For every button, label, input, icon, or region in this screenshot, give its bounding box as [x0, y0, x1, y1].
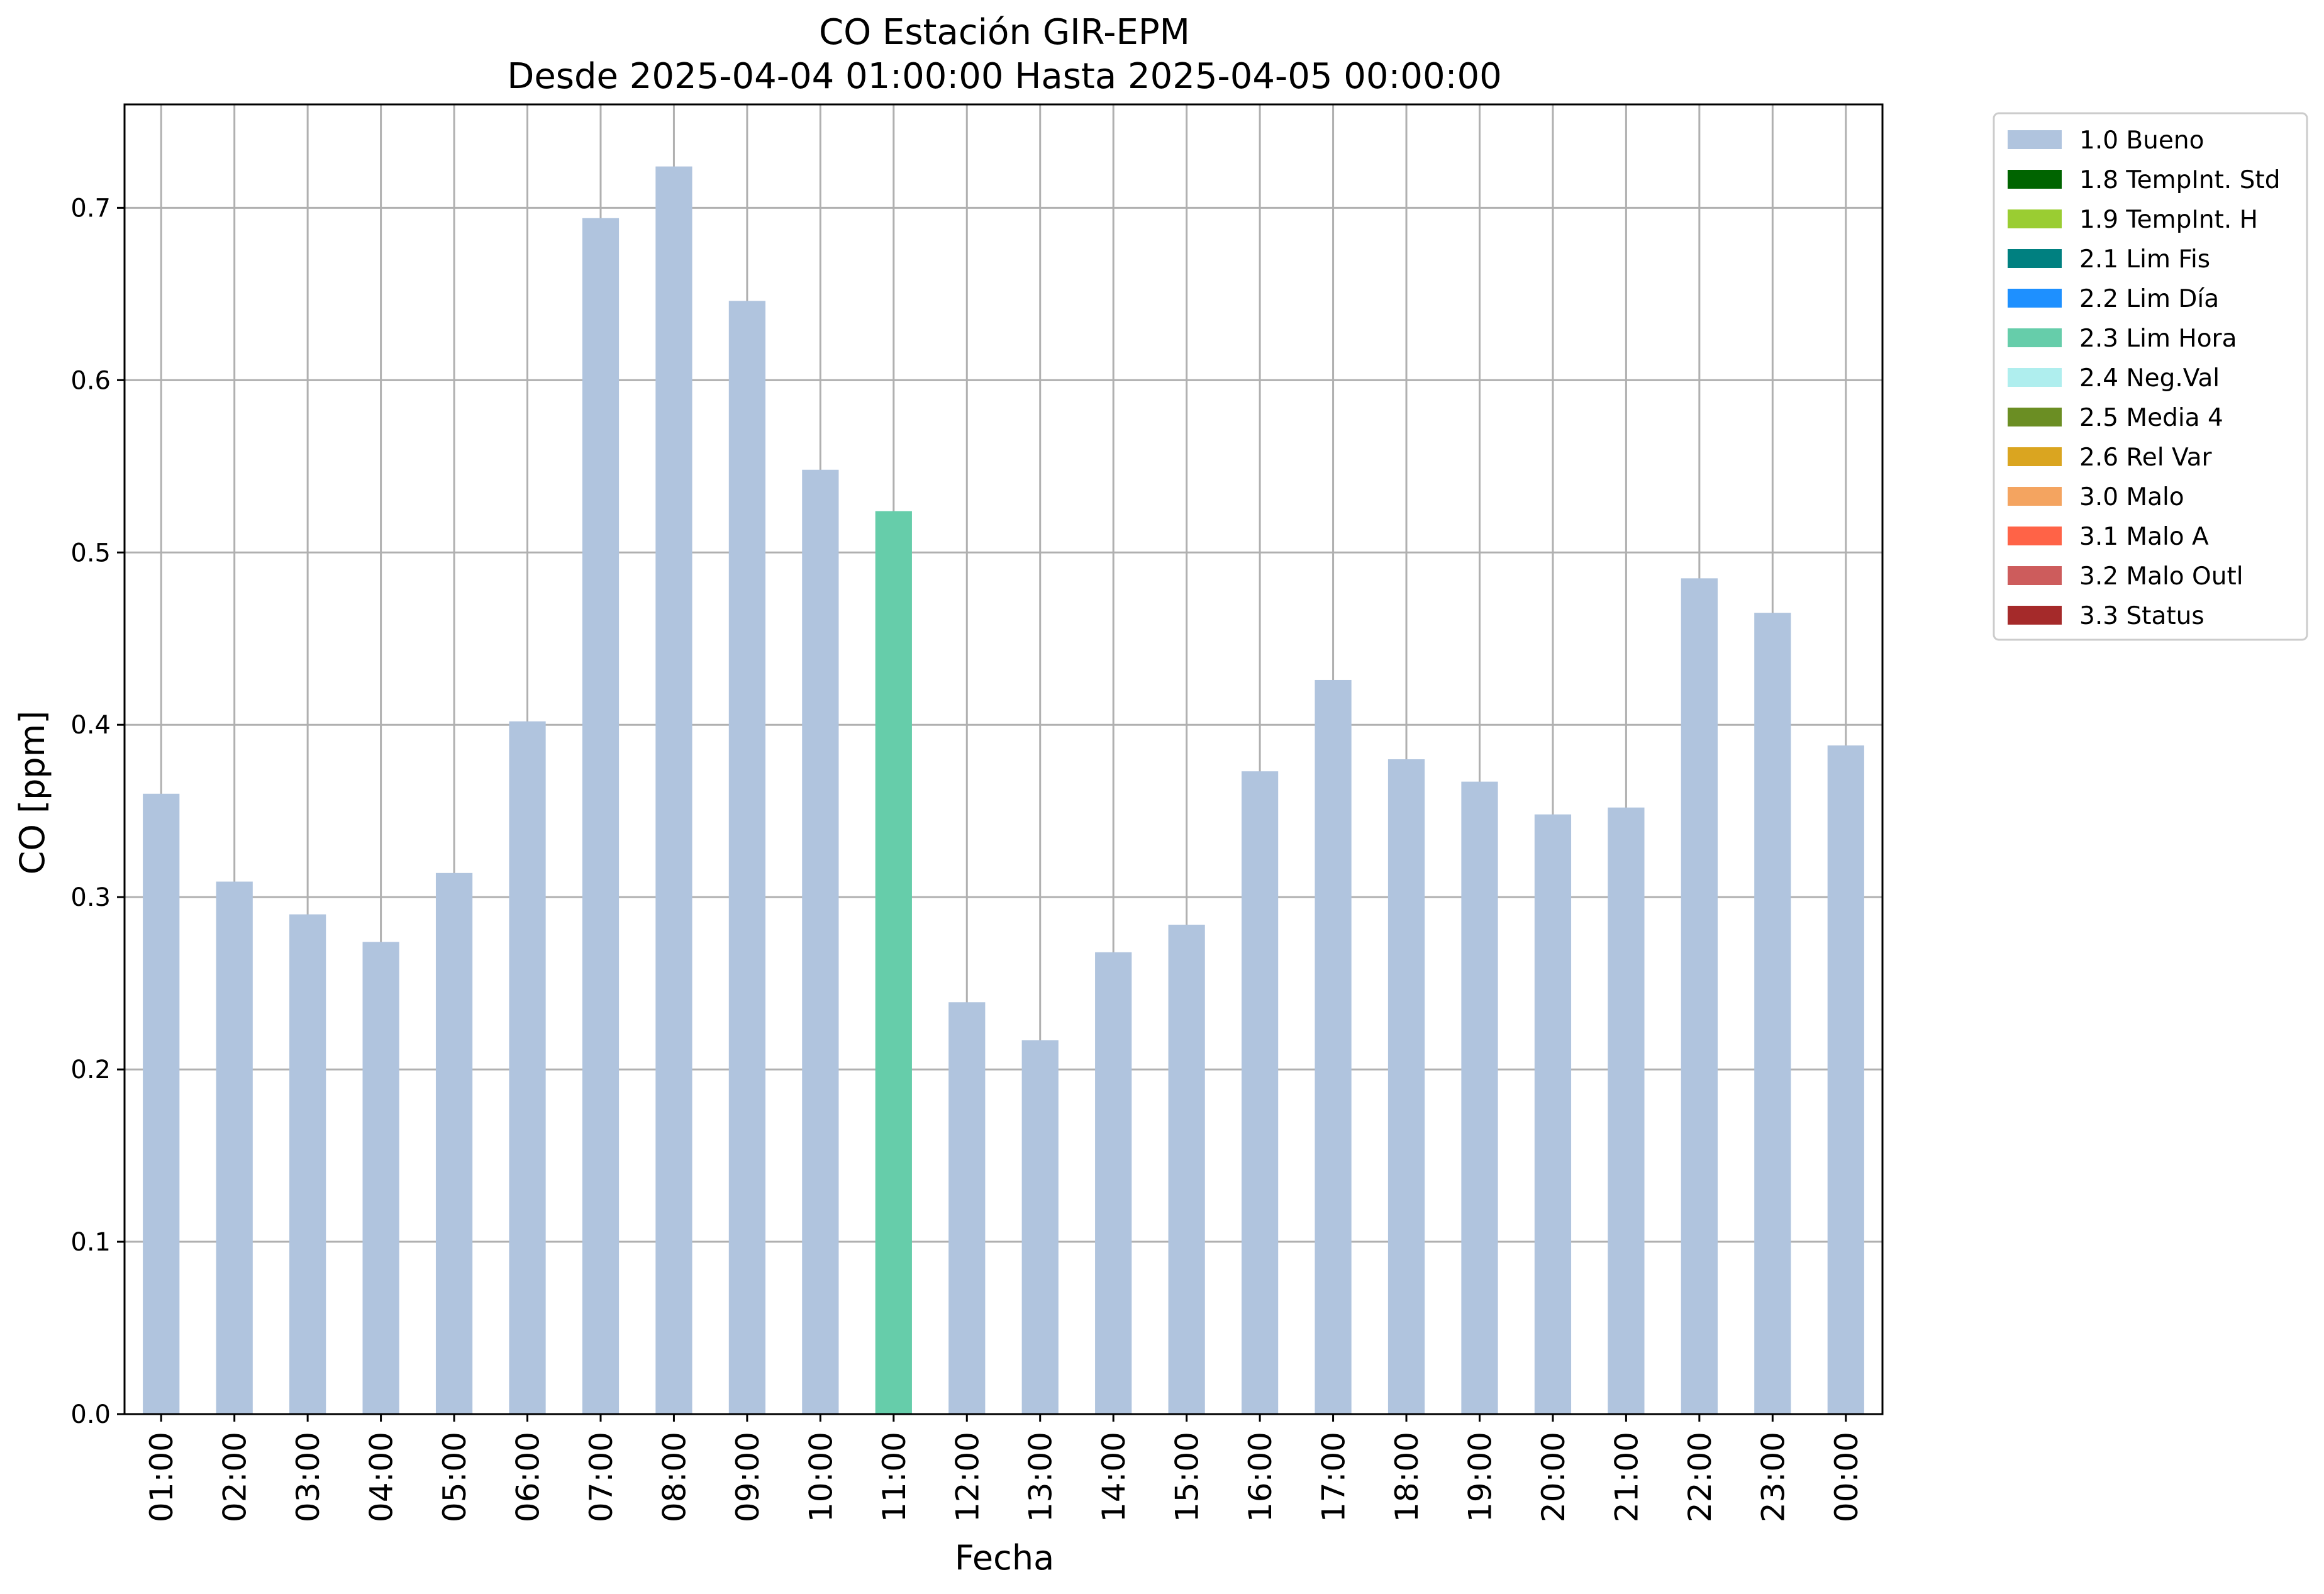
legend-swatch — [2008, 170, 2062, 189]
bar — [216, 881, 253, 1414]
x-tick-label: 21:00 — [1608, 1432, 1645, 1522]
legend-label: 3.3 Status — [2079, 602, 2204, 630]
legend-label: 1.8 TempInt. Std — [2079, 166, 2280, 194]
bar — [1315, 679, 1352, 1414]
bar — [1168, 924, 1205, 1414]
bar — [1827, 745, 1864, 1414]
y-tick-label: 0.4 — [70, 711, 111, 740]
x-tick-label: 10:00 — [803, 1432, 839, 1522]
chart-title: CO Estación GIR-EPM — [819, 12, 1190, 53]
x-tick-label: 17:00 — [1316, 1432, 1352, 1522]
legend-label: 2.3 Lim Hora — [2079, 325, 2237, 353]
bars — [143, 166, 1864, 1415]
y-tick-label: 0.5 — [70, 538, 111, 567]
legend-swatch — [2008, 328, 2062, 347]
legend-swatch — [2008, 289, 2062, 308]
x-tick-label: 16:00 — [1242, 1432, 1279, 1522]
y-tick-label: 0.3 — [70, 883, 111, 912]
x-tick-label: 18:00 — [1389, 1432, 1425, 1522]
legend-swatch — [2008, 527, 2062, 545]
y-tick-label: 0.0 — [70, 1400, 111, 1429]
legend-label: 2.6 Rel Var — [2079, 443, 2213, 472]
legend-label: 1.0 Bueno — [2079, 126, 2204, 155]
bar — [1241, 771, 1279, 1414]
legend-frame — [1993, 112, 2308, 641]
y-axis-label: CO [ppm] — [13, 711, 52, 875]
x-tick-label: 06:00 — [510, 1432, 547, 1522]
bar — [1095, 952, 1132, 1414]
bar — [948, 1002, 986, 1414]
bar — [362, 942, 399, 1414]
x-tick-label: 15:00 — [1169, 1432, 1206, 1522]
x-tick-label: 19:00 — [1462, 1432, 1498, 1522]
plot-frame — [123, 103, 1884, 1415]
x-tick-label: 08:00 — [656, 1432, 692, 1522]
x-tick-label: 14:00 — [1096, 1432, 1132, 1522]
bar — [1534, 814, 1572, 1414]
x-tick-label: 11:00 — [876, 1432, 913, 1522]
legend-swatch — [2008, 566, 2062, 585]
y-ticks: 0.0 0.1 0.2 0.3 0.4 0.5 0.6 0.7 — [70, 194, 125, 1429]
bar — [1681, 578, 1718, 1415]
bar — [1021, 1040, 1059, 1414]
bar — [1387, 759, 1425, 1414]
bar — [143, 793, 180, 1414]
x-tick-label: 23:00 — [1755, 1432, 1791, 1522]
bar — [1461, 781, 1498, 1414]
legend-swatch — [2008, 487, 2062, 506]
x-tick-label: 12:00 — [949, 1432, 986, 1522]
x-tick-label: 05:00 — [436, 1432, 473, 1522]
legend-swatch — [2008, 408, 2062, 426]
legend-label: 1.9 TempInt. H — [2079, 206, 2258, 234]
y-tick-label: 0.6 — [70, 366, 111, 395]
bar — [289, 914, 326, 1414]
y-tick-label: 0.1 — [70, 1228, 111, 1257]
x-tick-label: 07:00 — [583, 1432, 620, 1522]
legend-swatch — [2008, 368, 2062, 387]
legend-swatch — [2008, 249, 2062, 268]
legend-label: 2.4 Neg.Val — [2079, 364, 2220, 393]
legend-label: 2.2 Lim Día — [2079, 285, 2219, 313]
y-tick-label: 0.2 — [70, 1056, 111, 1084]
legend-label: 3.1 Malo A — [2079, 523, 2209, 551]
bar — [509, 721, 546, 1414]
x-ticks: 01:00 02:00 03:00 04:00 05:00 06:00 07:00 08:00… — [143, 1414, 1865, 1522]
bar — [655, 166, 692, 1414]
x-tick-label: 09:00 — [730, 1432, 766, 1522]
x-tick-label: 01:00 — [143, 1432, 180, 1522]
bar — [875, 511, 912, 1414]
y-tick-label: 0.7 — [70, 194, 111, 223]
legend-swatch — [2008, 130, 2062, 149]
legend-swatch — [2008, 209, 2062, 228]
x-tick-label: 03:00 — [290, 1432, 326, 1522]
legend: 1.0 Bueno 1.8 TempInt. Std 1.9 TempInt. H 2… — [1993, 112, 2308, 641]
bar — [582, 218, 620, 1414]
legend-label: 2.5 Media 4 — [2079, 404, 2223, 432]
legend-label: 2.1 Lim Fis — [2079, 245, 2210, 274]
chart-subtitle: Desde 2025-04-04 01:00:00 Hasta 2025-04-… — [507, 56, 1502, 97]
legend-label: 3.2 Malo Outl — [2079, 562, 2243, 591]
x-tick-label: 20:00 — [1535, 1432, 1572, 1522]
bar — [1754, 613, 1791, 1414]
x-tick-label: 02:00 — [217, 1432, 253, 1522]
bar — [802, 469, 839, 1414]
legend-swatch — [2008, 447, 2062, 466]
x-tick-label: 13:00 — [1023, 1432, 1059, 1522]
x-tick-label: 04:00 — [364, 1432, 400, 1522]
x-axis-label: Fecha — [955, 1538, 1054, 1578]
x-tick-label: 00:00 — [1828, 1432, 1865, 1522]
legend-label: 3.0 Malo — [2079, 483, 2184, 511]
bar — [728, 301, 766, 1414]
legend-swatch — [2008, 606, 2062, 625]
bar — [435, 872, 473, 1414]
bar — [1608, 807, 1645, 1414]
x-tick-label: 22:00 — [1682, 1432, 1718, 1522]
